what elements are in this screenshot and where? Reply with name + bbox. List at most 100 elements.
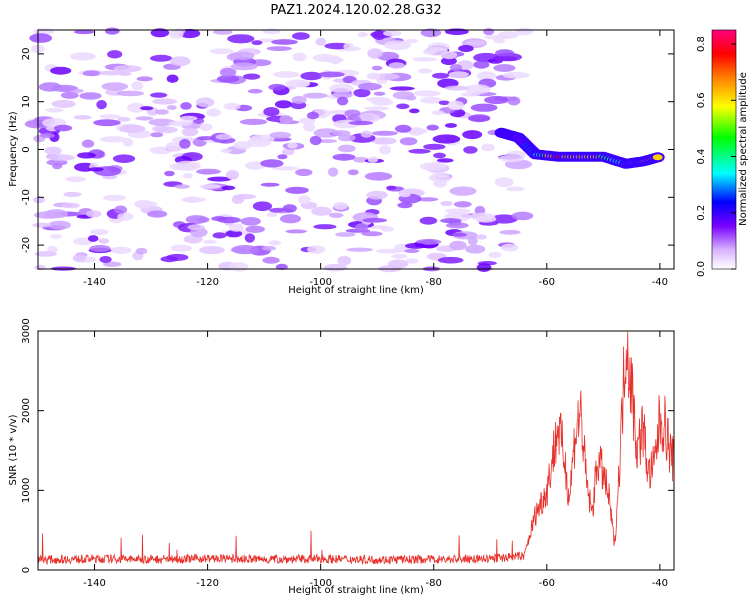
spectrogram-blob bbox=[483, 28, 495, 36]
spectrogram-blobs bbox=[24, 27, 534, 273]
spectrogram-blob bbox=[273, 71, 300, 78]
spectrogram-blob bbox=[499, 229, 521, 235]
spectrogram-blob bbox=[397, 202, 413, 209]
spectrogram-blob bbox=[53, 124, 73, 132]
spectrogram-blob bbox=[112, 154, 136, 163]
spectrogram-blob bbox=[245, 225, 265, 233]
spectrogram-blob bbox=[484, 95, 509, 105]
spectrogram-blob bbox=[285, 186, 309, 194]
spectrogram-blob bbox=[181, 196, 207, 203]
spectrogram-blob bbox=[330, 55, 341, 65]
spectrogram-blob bbox=[103, 261, 122, 267]
x-tick-label: -140 bbox=[83, 578, 106, 589]
spectrogram-blob bbox=[60, 91, 79, 99]
spectrogram-panel: -140 -120 -100 -80 -60 -40 20 10 0 -10 -20 Height… bbox=[8, 27, 675, 296]
spectrogram-blob bbox=[353, 88, 371, 98]
spectrogram-blob bbox=[408, 148, 431, 154]
spectrogram-blob bbox=[166, 253, 189, 261]
spectrogram-blob bbox=[44, 146, 62, 156]
spectrogram-blob bbox=[375, 248, 403, 254]
spectrogram-blob bbox=[44, 209, 68, 219]
spectrogram-blob bbox=[148, 118, 176, 127]
spectrogram-blob bbox=[498, 154, 524, 163]
spectrogram-blob bbox=[399, 193, 411, 198]
spectrogram-blob bbox=[202, 239, 217, 244]
spectrogram-blob bbox=[433, 152, 446, 159]
spectrogram-blob bbox=[266, 212, 278, 218]
spectrogram-blob bbox=[423, 143, 446, 150]
spectrogram-blob bbox=[99, 114, 122, 119]
spectrogram-blob bbox=[136, 76, 153, 82]
spectrogram-blob bbox=[383, 30, 402, 37]
spectrogram-blob bbox=[346, 247, 374, 252]
spectrogram-blob bbox=[229, 223, 244, 232]
spectrogram-blob bbox=[347, 169, 359, 176]
spectrogram-blob bbox=[465, 84, 491, 95]
spectrogram-blob bbox=[445, 123, 457, 128]
spectrogram-blob bbox=[449, 240, 467, 251]
spectrogram-blob bbox=[292, 32, 310, 40]
spectrogram-blob bbox=[394, 124, 412, 133]
spectrogram-blob bbox=[366, 72, 381, 80]
spectrogram-blob bbox=[220, 148, 232, 153]
spectrogram-blob bbox=[29, 33, 53, 43]
spectrogram-blob bbox=[63, 191, 82, 198]
spectrogram-blob bbox=[348, 120, 374, 126]
spectrogram-blob bbox=[73, 115, 92, 120]
spectrogram-blob bbox=[155, 126, 178, 134]
spectrogram-blob bbox=[475, 215, 497, 223]
spectrogram-blob bbox=[169, 56, 191, 67]
spectrogram-blob bbox=[363, 106, 390, 111]
spectrogram-blob bbox=[181, 127, 199, 137]
spectrogram-blob bbox=[309, 135, 322, 146]
spectrogram-blob bbox=[315, 37, 327, 46]
spectrogram-blob bbox=[357, 31, 368, 38]
spectrogram-blob bbox=[279, 114, 293, 124]
spectrogram-blob bbox=[495, 49, 515, 57]
spectrogram-blob bbox=[260, 182, 280, 187]
snr-y-ticks: 0 1000 2000 3000 bbox=[21, 318, 674, 573]
y-tick-label: 1000 bbox=[21, 478, 32, 503]
spectrogram-blob bbox=[147, 210, 168, 218]
spectrogram-blob bbox=[285, 229, 307, 234]
snr-x-label: Height of straight line (km) bbox=[288, 585, 424, 596]
spectrogram-blob bbox=[332, 153, 356, 161]
spectrogram-x-label: Height of straight line (km) bbox=[288, 285, 424, 296]
colorbar-tick-label: 0.4 bbox=[696, 149, 707, 165]
spectrogram-blob bbox=[371, 130, 398, 136]
spectrogram-blob bbox=[86, 210, 102, 218]
spectrogram-blob bbox=[196, 97, 215, 108]
spectrogram-blob bbox=[295, 80, 310, 88]
spectrogram-blob bbox=[449, 186, 477, 196]
spectrogram-blob bbox=[292, 52, 307, 62]
spectrogram-blob bbox=[328, 167, 339, 177]
spectrogram-blob bbox=[246, 137, 272, 148]
spectrogram-blob bbox=[216, 75, 240, 83]
spectrogram-blob bbox=[420, 28, 442, 38]
signal-track bbox=[494, 127, 665, 169]
spectrogram-blob bbox=[391, 253, 408, 259]
y-tick-label: -10 bbox=[21, 189, 32, 205]
spectrogram-blob bbox=[98, 70, 125, 76]
spectrogram-blob bbox=[354, 223, 369, 231]
spectrogram-blob bbox=[405, 95, 417, 101]
spectrogram-blob bbox=[313, 224, 337, 230]
spectrogram-blob bbox=[244, 233, 255, 243]
spectrogram-blob bbox=[396, 103, 410, 110]
spectrogram-blob bbox=[445, 208, 471, 214]
spectrogram-blob bbox=[405, 39, 419, 44]
spectrogram-blob bbox=[420, 96, 443, 104]
spectrogram-blob bbox=[268, 83, 287, 91]
spectrogram-blob bbox=[199, 123, 213, 131]
spectrogram-blob bbox=[73, 29, 95, 35]
spectrogram-blob bbox=[174, 184, 190, 189]
spectrogram-blob bbox=[71, 88, 84, 93]
spectrogram-blob bbox=[463, 146, 478, 154]
spectrogram-blob bbox=[150, 54, 173, 62]
spectrogram-blob bbox=[233, 141, 253, 150]
spectrogram-blob bbox=[96, 100, 107, 110]
spectrogram-blob bbox=[277, 154, 288, 160]
spectrogram-blob bbox=[492, 56, 518, 61]
spectrogram-blob bbox=[436, 158, 454, 163]
